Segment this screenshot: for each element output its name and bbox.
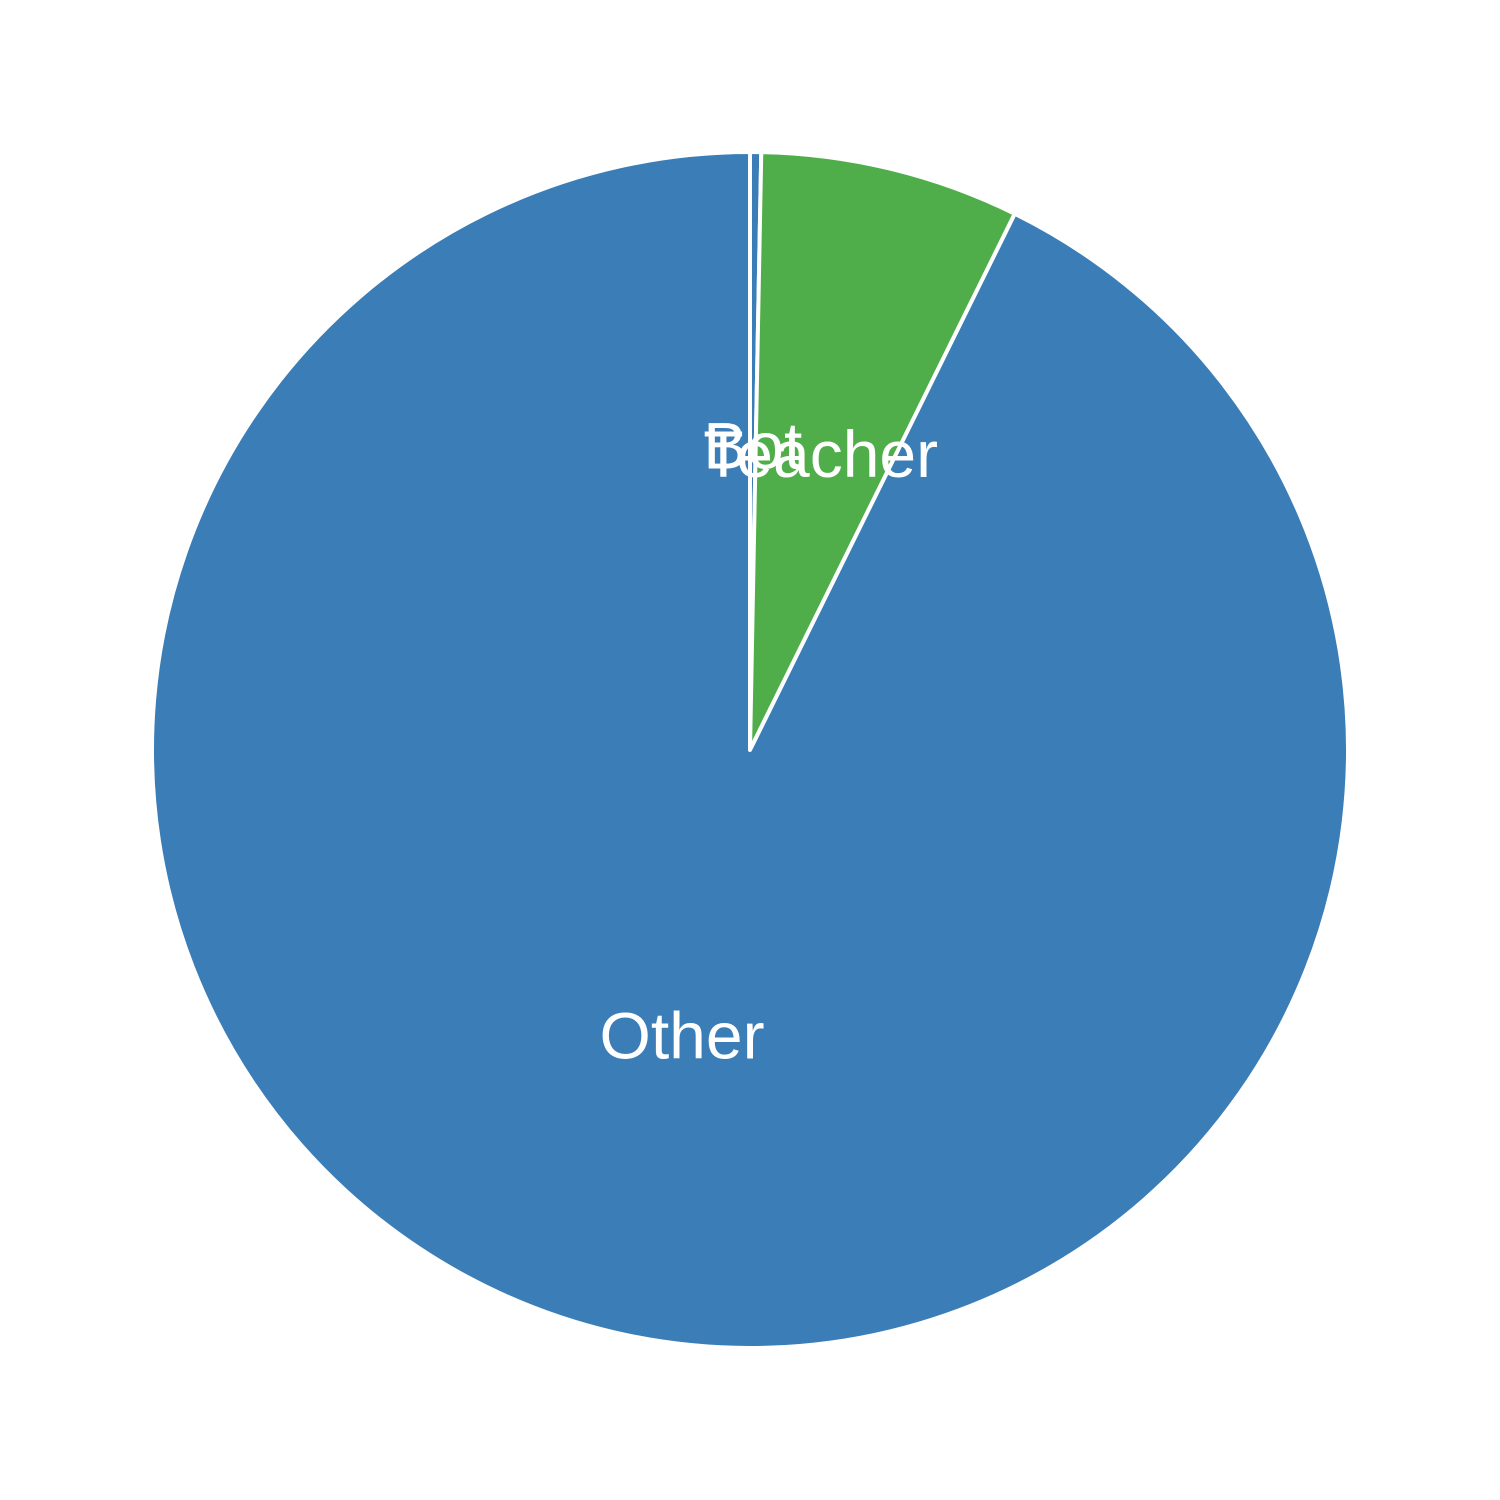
pie-slice-teacher <box>748 150 1017 752</box>
pie-label-bot: Bot <box>703 408 802 482</box>
pie-slices <box>150 149 1350 1350</box>
pie-label-other: Other <box>599 999 764 1073</box>
pie-label-teacher: Teacher <box>703 417 938 491</box>
pie-slice-other <box>150 150 1350 1350</box>
